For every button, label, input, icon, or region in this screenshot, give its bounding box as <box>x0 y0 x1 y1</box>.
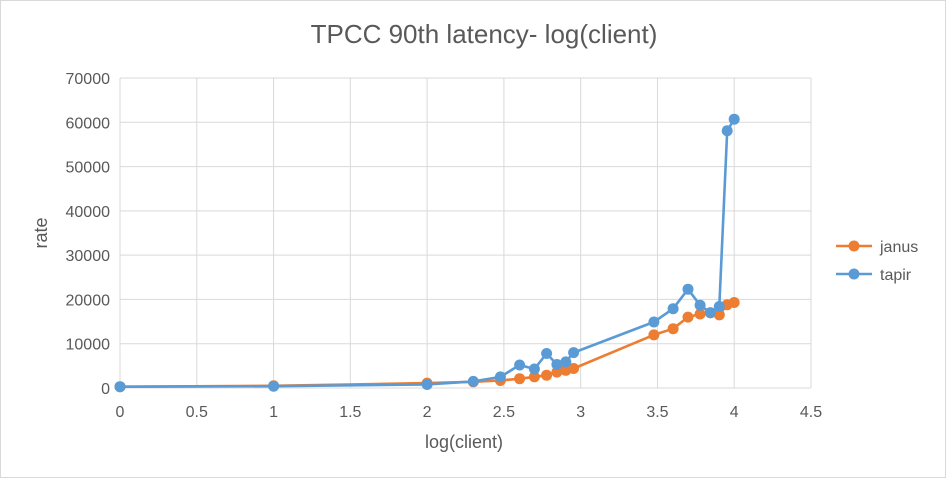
x-tick-label: 0 <box>116 404 125 421</box>
x-axis-ticks: 0 0.5 1 1.5 2 2.5 3 3.5 4 4.5 <box>116 404 823 421</box>
data-point-tapir <box>551 359 563 370</box>
chart-title: TPCC 90th latency- log(client) <box>311 19 658 49</box>
data-point-tapir <box>721 125 733 137</box>
series-layer <box>114 113 740 393</box>
data-point-tapir <box>648 316 660 328</box>
y-tick-label: 50000 <box>66 160 111 177</box>
data-point-tapir <box>728 113 740 125</box>
y-tick-label: 30000 <box>66 248 111 265</box>
y-axis-ticks: 0 10000 20000 30000 40000 50000 60000 70000 <box>66 71 111 398</box>
data-point-tapir <box>114 381 126 393</box>
data-point-janus <box>667 323 679 335</box>
data-point-tapir <box>682 283 694 295</box>
data-point-janus <box>528 371 540 383</box>
data-point-janus <box>713 309 725 321</box>
data-point-tapir <box>514 359 526 371</box>
legend-item-tapir: tapir <box>836 267 912 284</box>
legend-swatch-marker <box>848 268 860 280</box>
y-tick-label: 0 <box>101 381 110 398</box>
x-tick-label: 1.5 <box>339 404 361 421</box>
data-point-tapir <box>694 299 706 311</box>
y-tick-label: 70000 <box>66 71 111 88</box>
data-point-tapir <box>704 307 716 319</box>
legend-label: janus <box>879 239 918 256</box>
x-tick-label: 1 <box>269 404 278 421</box>
data-point-janus <box>514 373 526 385</box>
x-axis-label: log(client) <box>425 432 503 452</box>
legend-swatch-marker <box>848 240 860 252</box>
x-tick-label: 4 <box>730 404 739 421</box>
y-tick-label: 20000 <box>66 292 111 309</box>
data-point-tapir <box>528 363 540 375</box>
legend-item-janus: janus <box>836 239 918 256</box>
data-point-tapir <box>541 348 553 359</box>
x-tick-label: 4.5 <box>800 404 822 421</box>
data-point-janus <box>648 329 660 341</box>
legend-label: tapir <box>880 267 912 284</box>
y-tick-label: 40000 <box>66 204 111 221</box>
data-point-tapir <box>421 379 433 390</box>
data-point-janus <box>541 369 553 381</box>
data-point-janus <box>682 311 694 323</box>
x-tick-label: 2 <box>423 404 432 421</box>
data-point-tapir <box>568 347 580 359</box>
data-point-janus <box>728 297 740 308</box>
data-point-tapir <box>560 356 572 368</box>
y-tick-label: 10000 <box>66 337 111 354</box>
data-point-tapir <box>494 371 506 383</box>
y-tick-label: 60000 <box>66 115 111 132</box>
data-point-janus <box>694 308 706 320</box>
y-axis-label: rate <box>31 217 51 248</box>
legend: janus tapir <box>836 239 918 284</box>
x-tick-label: 3 <box>576 404 585 421</box>
grid <box>119 77 812 389</box>
series-tapir <box>114 113 740 393</box>
data-point-janus <box>551 366 563 378</box>
data-point-tapir <box>667 303 679 315</box>
data-point-tapir <box>713 301 725 312</box>
x-tick-label: 0.5 <box>186 404 208 421</box>
data-point-tapir <box>467 375 479 387</box>
x-tick-label: 2.5 <box>493 404 515 421</box>
x-tick-label: 3.5 <box>646 404 668 421</box>
data-point-tapir <box>268 380 280 392</box>
data-point-janus <box>568 363 580 374</box>
